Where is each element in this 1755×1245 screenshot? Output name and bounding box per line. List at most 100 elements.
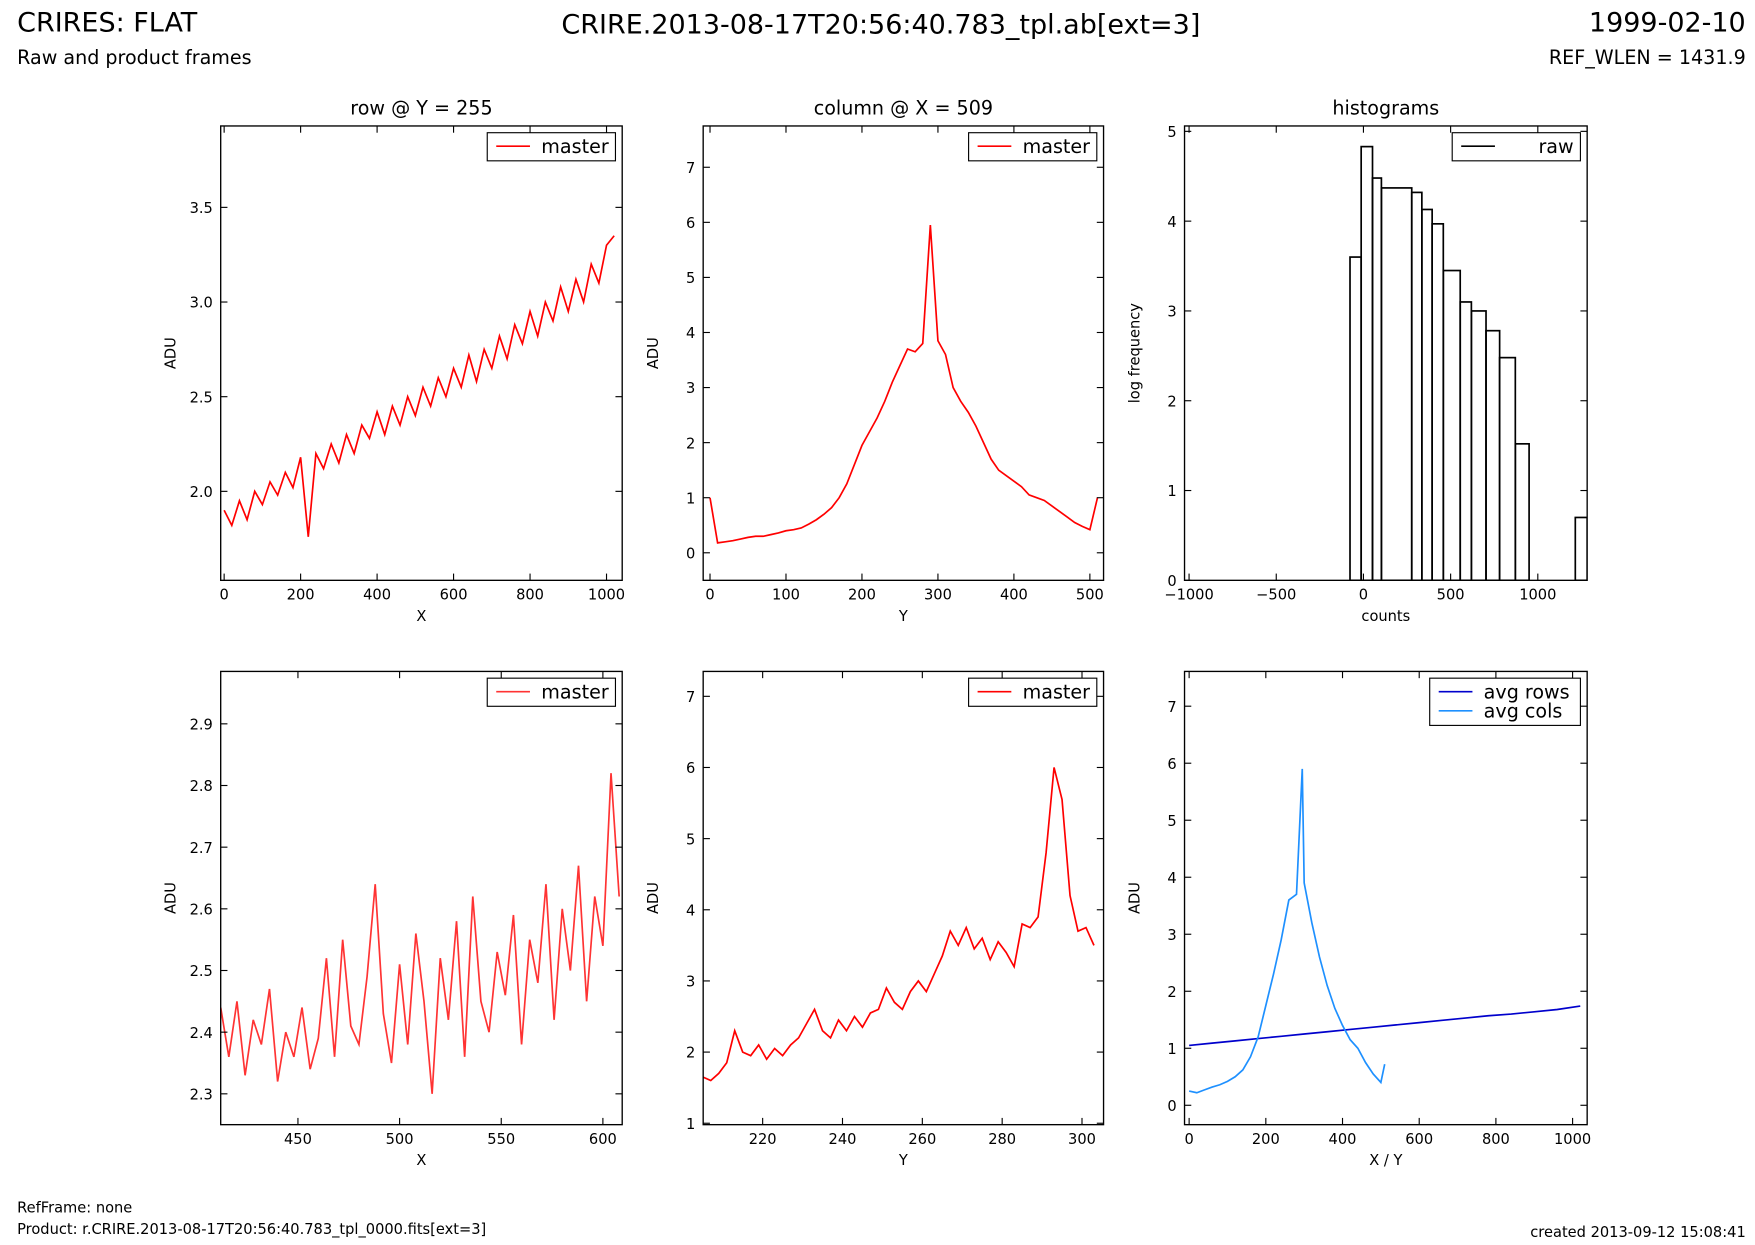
legend-label: avg cols [1484,700,1563,723]
x-axis-label: Y [898,608,908,625]
legend-label: master [541,135,609,158]
y-tick-label: 3.5 [190,200,213,217]
y-tick-label: 2.5 [190,963,213,980]
axes-frame [220,125,623,581]
y-tick-label: 4 [1167,214,1176,231]
page-title: CRIRES: FLAT [17,7,198,38]
x-tick-label: 300 [1068,1131,1096,1148]
y-tick-label: 2.8 [190,778,213,795]
x-tick-label: 600 [589,1131,617,1148]
y-axis-label: log frequency [1127,303,1144,404]
x-tick-label: 1000 [1554,1131,1591,1148]
x-tick-label: 1000 [1519,586,1556,603]
y-axis-label: ADU [645,337,662,369]
data-line [1188,768,1386,1094]
legend-label: avg rows [1484,680,1570,703]
x-tick-label: 300 [924,586,952,603]
created: created 2013-09-12 15:08:41 [1530,1224,1745,1241]
date: 1999-02-10 [1589,7,1746,38]
legend-label: raw [1538,135,1573,158]
axes-frame [1183,125,1588,581]
x-axis-label: X [416,608,426,625]
y-tick-label: 2.6 [190,901,213,918]
x-tick-label: 400 [363,586,391,603]
x-tick-label: 0 [1359,586,1368,603]
x-tick-label: 1000 [588,586,625,603]
data-line [709,225,1099,544]
y-tick-label: 4 [686,902,695,919]
x-tick-label: 100 [772,586,800,603]
y-axis-label: ADU [163,882,180,914]
x-tick-label: 220 [749,1131,777,1148]
x-axis-label: Y [898,1152,908,1169]
y-tick-label: 4 [1167,870,1176,887]
x-axis-label: X / Y [1369,1152,1402,1169]
x-tick-label: 0 [1184,1131,1193,1148]
x-axis-label: X [416,1152,426,1169]
y-axis-label: ADU [645,882,662,914]
chart-title: histograms [1332,97,1439,120]
y-tick-label: 3 [1167,927,1176,944]
x-tick-label: 500 [386,1131,414,1148]
x-tick-label: 600 [1405,1131,1433,1148]
y-tick-label: 5 [686,270,695,287]
y-tick-label: 1 [1167,483,1176,500]
x-tick-label: 500 [1076,586,1104,603]
y-tick-label: 2 [686,1045,695,1062]
histogram-bar [1514,442,1530,581]
y-tick-label: 2 [1167,393,1176,410]
axes-frame [220,670,623,1126]
plot-area [709,225,1099,544]
y-tick-label: 2 [1167,984,1176,1001]
x-tick-label: 800 [516,586,544,603]
y-tick-label: 2.4 [190,1025,213,1042]
x-tick-label: 200 [1252,1131,1280,1148]
x-tick-label: 280 [988,1131,1016,1148]
x-tick-label: 200 [287,586,315,603]
x-tick-label: 400 [1000,586,1028,603]
x-tick-label: 450 [284,1131,312,1148]
ref-frame: RefFrame: none [17,1199,132,1216]
y-tick-label: 6 [1167,756,1176,773]
y-tick-label: 5 [1167,124,1176,141]
legend-label: master [1023,135,1091,158]
chart-title: column @ X = 509 [814,97,993,120]
x-tick-label: 200 [848,586,876,603]
y-tick-label: 2.3 [190,1086,213,1103]
product: Product: r.CRIRE.2013-08-17T20:56:40.783… [17,1221,486,1238]
x-tick-label: 260 [908,1131,936,1148]
y-tick-label: 3.0 [190,295,213,312]
y-tick-label: 1 [1167,1041,1176,1058]
data-line [1189,1005,1581,1047]
y-tick-label: 3 [1167,304,1176,321]
ref-wlen: REF_WLEN = 1431.9 [1549,46,1746,69]
x-tick-label: 400 [1329,1131,1357,1148]
chart-title: row @ Y = 255 [350,97,492,120]
x-tick-label: 600 [440,586,468,603]
y-tick-label: 2.9 [190,716,213,733]
y-axis-label: ADU [1127,882,1144,914]
x-tick-label: 0 [705,586,714,603]
y-tick-label: 1 [686,1116,695,1133]
data-line [223,235,615,537]
y-tick-label: 7 [686,160,695,177]
x-tick-label: 550 [487,1131,515,1148]
y-tick-label: 2.5 [190,389,213,406]
legend-label: master [1023,680,1091,703]
file-name: CRIRE.2013-08-17T20:56:40.783_tpl.ab[ext… [561,10,1200,41]
data-line [703,767,1095,1082]
y-tick-label: 0 [1167,573,1176,590]
y-tick-label: 1 [686,490,695,507]
axes-frame [702,670,1105,1126]
y-tick-label: 0 [1167,1098,1176,1115]
y-tick-label: 7 [686,689,695,706]
x-tick-label: 500 [1437,586,1465,603]
y-tick-label: 2.7 [190,840,213,857]
y-tick-label: 2.0 [190,484,213,501]
plot-area [223,235,615,537]
legend-box [1429,677,1581,726]
x-tick-label: 0 [219,586,228,603]
y-tick-label: 3 [686,380,695,397]
